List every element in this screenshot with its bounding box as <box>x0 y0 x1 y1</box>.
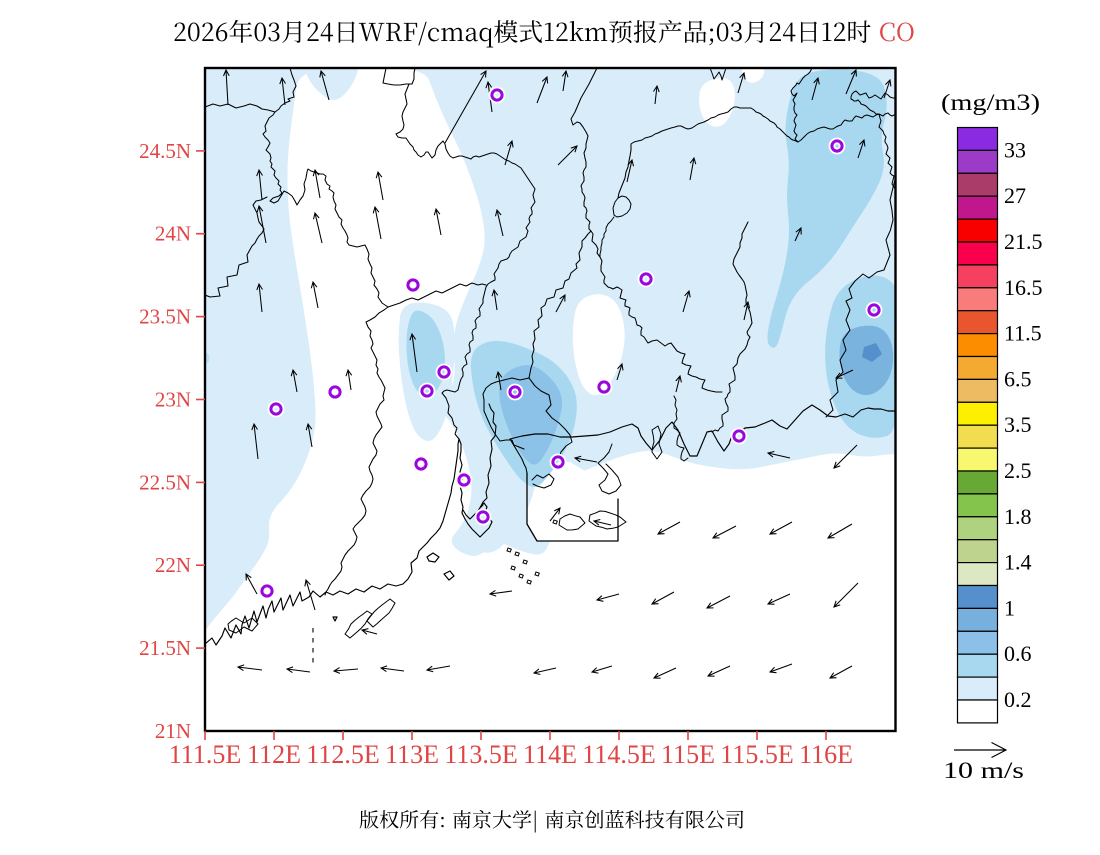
svg-text:2.5: 2.5 <box>1004 458 1032 483</box>
svg-text:1.8: 1.8 <box>1004 504 1032 529</box>
svg-text:1: 1 <box>1004 595 1015 620</box>
svg-text:113E: 113E <box>385 740 439 769</box>
svg-text:21.5: 21.5 <box>1004 229 1043 254</box>
svg-text:10 m/s: 10 m/s <box>943 758 1024 783</box>
svg-text:23N: 23N <box>155 388 191 412</box>
svg-text:3.5: 3.5 <box>1004 412 1032 437</box>
svg-text:33: 33 <box>1004 137 1026 162</box>
svg-text:23.5N: 23.5N <box>139 305 191 329</box>
svg-text:115.5E: 115.5E <box>720 740 793 769</box>
svg-text:114E: 114E <box>523 740 577 769</box>
svg-text:22.5N: 22.5N <box>139 470 191 494</box>
svg-text:114.5E: 114.5E <box>582 740 655 769</box>
svg-text:21N: 21N <box>155 719 191 743</box>
svg-text:22N: 22N <box>155 553 191 577</box>
svg-text:0.2: 0.2 <box>1004 687 1032 712</box>
svg-text:24N: 24N <box>155 222 191 246</box>
svg-text:0.6: 0.6 <box>1004 641 1032 666</box>
svg-text:16.5: 16.5 <box>1004 275 1043 300</box>
svg-text:(mg/m3): (mg/m3) <box>941 90 1040 115</box>
svg-text:24.5N: 24.5N <box>139 139 191 163</box>
svg-text:1.4: 1.4 <box>1004 550 1032 575</box>
svg-text:21.5N: 21.5N <box>139 636 191 660</box>
svg-text:27: 27 <box>1004 183 1026 208</box>
svg-text:112.5E: 112.5E <box>306 740 379 769</box>
svg-text:112E: 112E <box>247 740 301 769</box>
svg-text:6.5: 6.5 <box>1004 366 1032 391</box>
svg-text:111.5E: 111.5E <box>169 740 241 769</box>
svg-text:11.5: 11.5 <box>1004 321 1042 346</box>
svg-text:116E: 116E <box>799 740 853 769</box>
svg-text:115E: 115E <box>661 740 715 769</box>
svg-text:113.5E: 113.5E <box>444 740 517 769</box>
